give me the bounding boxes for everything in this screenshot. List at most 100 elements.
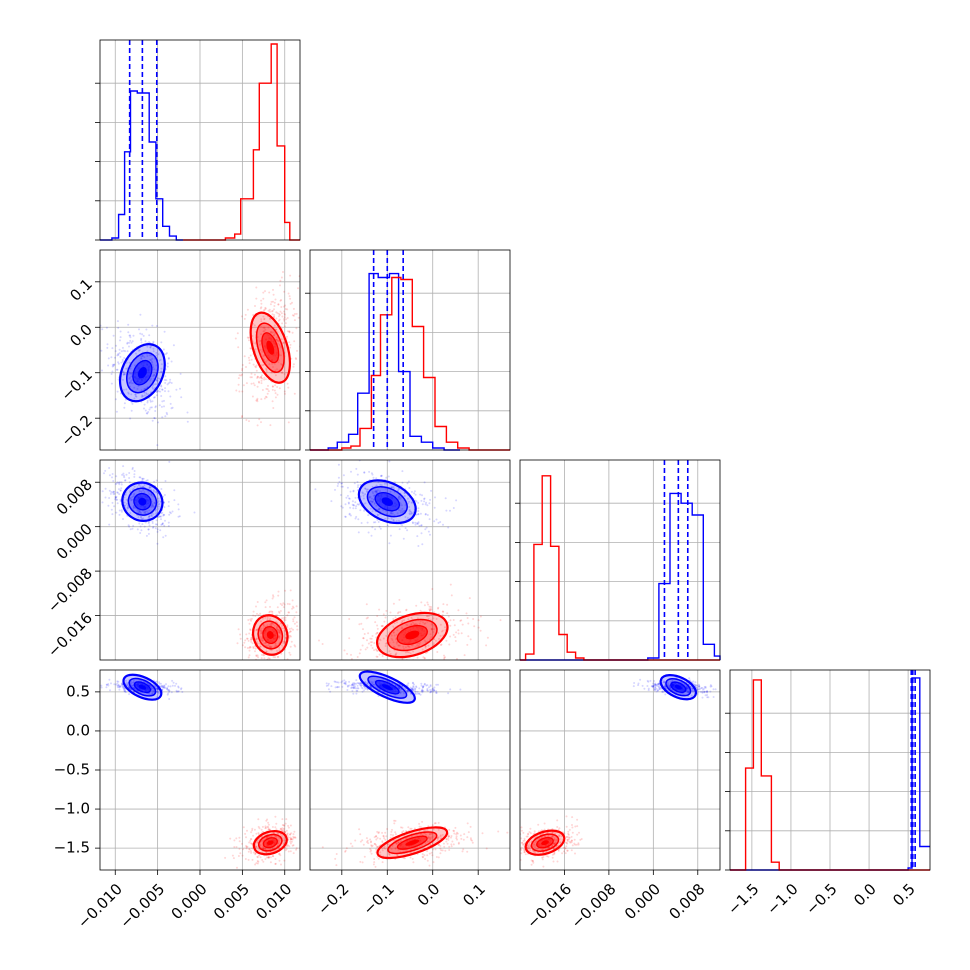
sample-point <box>283 641 286 644</box>
sample-point <box>238 847 241 850</box>
sample-point <box>151 504 154 507</box>
sample-point <box>283 831 286 834</box>
sample-point <box>417 521 420 524</box>
sample-point <box>150 686 153 689</box>
sample-point <box>529 832 532 835</box>
sample-point <box>262 355 265 358</box>
sample-point <box>530 863 533 866</box>
sample-point <box>292 844 295 847</box>
sample-point <box>369 848 372 850</box>
sample-point <box>343 649 346 652</box>
sample-point <box>293 622 296 625</box>
sample-point <box>248 649 251 652</box>
sample-point <box>425 666 427 668</box>
sample-point <box>349 842 352 845</box>
sample-point <box>445 838 448 840</box>
sample-point <box>154 509 157 512</box>
sample-point <box>277 628 280 631</box>
sample-point <box>267 848 269 851</box>
sample-point <box>390 830 393 833</box>
sample-point <box>381 841 384 844</box>
sample-point <box>249 645 251 648</box>
sample-point <box>122 349 125 352</box>
sample-point <box>132 681 135 684</box>
sample-point <box>120 510 123 513</box>
sample-point <box>114 496 117 499</box>
sample-point <box>533 843 536 846</box>
sample-point <box>148 515 150 518</box>
sample-point <box>152 366 154 369</box>
sample-point <box>424 513 427 515</box>
sample-point <box>286 624 289 627</box>
sample-point <box>429 533 431 536</box>
sample-point <box>391 512 394 515</box>
sample-point <box>384 838 387 841</box>
sample-point <box>375 477 378 480</box>
sample-point <box>137 483 140 486</box>
sample-point <box>370 852 373 855</box>
sample-point <box>108 467 111 469</box>
sample-point <box>696 692 699 695</box>
sample-point <box>244 646 247 649</box>
sample-point <box>292 307 295 310</box>
sample-point <box>277 833 280 835</box>
sample-point <box>107 357 110 360</box>
sample-point <box>399 688 402 691</box>
sample-point <box>104 469 107 472</box>
sample-point <box>280 863 282 866</box>
sample-point <box>397 495 400 498</box>
sample-point <box>360 622 363 625</box>
sample-point <box>255 641 258 643</box>
sample-point <box>459 688 462 691</box>
sample-point <box>413 683 415 686</box>
sample-point <box>166 693 169 696</box>
sample-point <box>407 651 410 654</box>
sample-point <box>357 682 360 685</box>
sample-point <box>151 400 154 403</box>
sample-point <box>248 848 251 851</box>
sample-point <box>160 518 162 521</box>
sample-point <box>517 835 519 837</box>
sample-point <box>412 686 415 689</box>
sample-point <box>167 505 170 508</box>
sample-point <box>277 628 280 631</box>
sample-point <box>258 340 261 343</box>
sample-point <box>148 341 150 343</box>
sample-point <box>411 682 414 685</box>
sample-point <box>376 631 379 634</box>
sample-point <box>506 831 509 834</box>
sample-point <box>120 487 123 490</box>
sample-point <box>421 853 424 856</box>
sample-point <box>691 690 694 692</box>
sample-point <box>252 382 255 385</box>
sample-point <box>375 490 377 493</box>
sample-point <box>153 684 156 687</box>
sample-point <box>119 330 122 333</box>
sample-point <box>408 487 411 489</box>
sample-point <box>707 696 710 699</box>
sample-point <box>517 586 519 588</box>
sample-point <box>141 355 144 357</box>
sample-point <box>146 401 149 404</box>
sample-point <box>357 518 360 521</box>
sample-point <box>385 482 388 485</box>
sample-point <box>274 645 277 648</box>
sample-point <box>259 645 261 648</box>
grid <box>730 670 930 870</box>
sample-point <box>450 594 453 597</box>
sample-point <box>136 387 139 390</box>
sample-point <box>273 308 275 311</box>
sample-point <box>400 627 403 630</box>
sample-point <box>156 687 159 690</box>
sample-point <box>435 518 438 521</box>
sample-point <box>261 664 263 666</box>
sample-point <box>421 689 423 692</box>
sample-point <box>150 360 153 363</box>
sample-point <box>416 642 419 645</box>
sample-point <box>152 525 155 528</box>
sample-point <box>287 421 290 424</box>
sample-point <box>286 382 289 385</box>
sample-point <box>423 639 426 642</box>
sample-point <box>118 493 121 496</box>
sample-point <box>686 690 689 693</box>
